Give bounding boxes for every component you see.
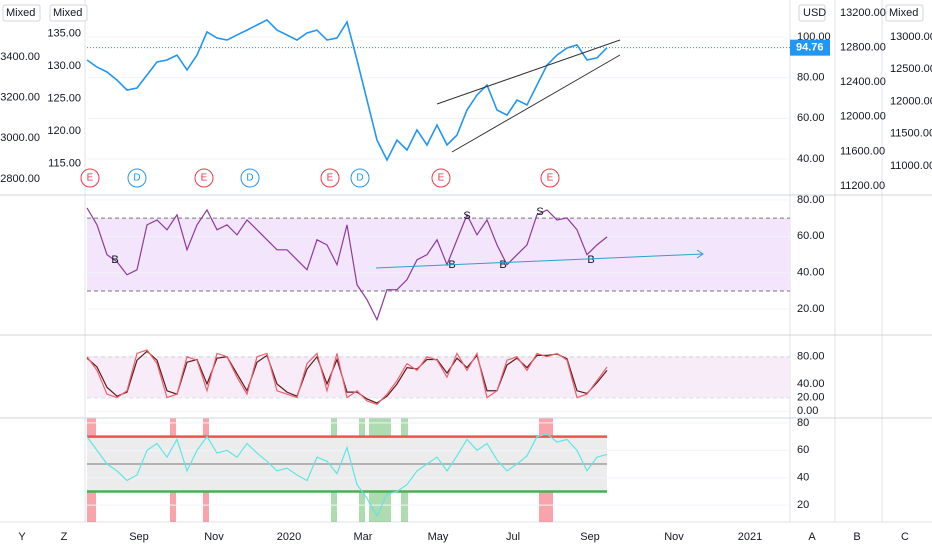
y-tick-label: 120.00: [47, 125, 81, 137]
y-tick-label: 11000.00: [890, 160, 932, 172]
y-tick-label: 11200.00: [840, 180, 885, 192]
x-tick-label: 2020: [277, 531, 301, 543]
event-marker: [127, 168, 147, 188]
annotation: B: [587, 254, 594, 266]
series-line: [86, 349, 608, 406]
y-tick-label: 13200.00: [840, 7, 886, 19]
y-tick-label: 130.00: [47, 60, 81, 72]
y-tick-label: 2800.00: [0, 173, 40, 185]
event-marker: [540, 168, 560, 188]
y-tick-label: 60: [797, 444, 809, 456]
y-tick-label: 0.00: [797, 405, 818, 417]
series-line: [86, 207, 608, 322]
y-tick-label: 80.00: [797, 351, 825, 363]
axis-header-box: [2, 4, 41, 22]
y-tick-label: 40.00: [797, 378, 825, 390]
annotation: S: [463, 210, 470, 222]
axis-unit-box: [798, 4, 826, 22]
y-tick-label: 135.00: [47, 28, 81, 40]
y-tick-label: 12000.00: [890, 95, 932, 107]
y-tick-label: 40.00: [797, 153, 825, 165]
y-tick-label: 20.00: [797, 303, 825, 315]
y-tick-label: 12000.00: [840, 111, 886, 123]
y-tick-label: 3000.00: [0, 132, 40, 144]
y-tick-label: 13000.00: [890, 31, 932, 43]
axis-unit: USD: [803, 7, 826, 19]
trend-arrow: [375, 253, 704, 269]
y-tick-label: 12500.00: [890, 63, 932, 75]
series-line: [86, 18, 608, 162]
last-price-label: 94.76: [796, 42, 824, 54]
y-tick-label: 20: [797, 499, 809, 511]
annotation: S: [536, 206, 543, 218]
y-tick-label: 60.00: [797, 112, 825, 124]
y-tick-label: 3400.00: [0, 51, 40, 63]
x-tick-label: May: [428, 531, 449, 543]
event-marker: [431, 168, 451, 188]
axis-header: Mixed: [889, 7, 918, 19]
event-label: E: [547, 173, 554, 184]
event-marker: [80, 168, 100, 188]
x-tick-label: Nov: [204, 531, 224, 543]
toolbar-button[interactable]: Y: [18, 531, 26, 543]
toolbar-button[interactable]: C: [901, 531, 909, 543]
channel-lower: [451, 54, 621, 153]
back-layer: [0, 0, 932, 523]
last-price-box: [790, 39, 830, 56]
y-tick-label: 80.00: [797, 72, 825, 84]
y-tick-label: 3200.00: [0, 92, 40, 104]
y-tick-label: 80: [797, 417, 809, 429]
y-tick-label: 12400.00: [840, 76, 886, 88]
y-tick-label: 40.00: [797, 267, 825, 279]
y-tick-label: 11500.00: [890, 128, 932, 140]
event-label: E: [327, 173, 334, 184]
toolbar-button[interactable]: A: [808, 531, 816, 543]
axis-header-box: [49, 4, 88, 22]
axis-header: Mixed: [6, 7, 35, 19]
x-tick-label: Jul: [506, 531, 520, 543]
series-line: [86, 433, 608, 518]
event-label: D: [133, 173, 140, 184]
axis-header: Mixed: [53, 7, 82, 19]
y-tick-label: 60.00: [797, 230, 825, 242]
event-label: D: [356, 173, 363, 184]
x-tick-label: Nov: [664, 531, 684, 543]
event-label: E: [87, 173, 94, 184]
x-tick-label: Sep: [129, 531, 149, 543]
event-marker: [350, 168, 370, 188]
y-tick-label: 12800.00: [840, 41, 886, 53]
toolbar-button[interactable]: Z: [61, 531, 68, 543]
annotation: B: [111, 254, 118, 266]
event-marker: [194, 168, 214, 188]
band: [87, 218, 790, 291]
arrow-head: [696, 249, 704, 259]
y-tick-label: 11600.00: [840, 145, 885, 157]
event-label: E: [438, 173, 445, 184]
y-tick-label: 80.00: [797, 194, 825, 206]
y-tick-label: 20.00: [797, 391, 825, 403]
y-tick-label: 115.00: [48, 158, 81, 170]
x-tick-label: Sep: [580, 531, 600, 543]
annotation: B: [499, 259, 506, 271]
event-marker: [320, 168, 340, 188]
x-tick-label: Mar: [354, 531, 373, 543]
axis-header-box: [885, 4, 924, 22]
event-label: D: [246, 173, 253, 184]
x-tick-label: 2021: [738, 531, 762, 543]
event-label: E: [201, 173, 208, 184]
channel-upper: [436, 39, 621, 105]
y-tick-label: 125.00: [47, 93, 81, 105]
y-tick-label: 40: [797, 472, 809, 484]
toolbar-button[interactable]: B: [853, 531, 860, 543]
event-marker: [240, 168, 260, 188]
